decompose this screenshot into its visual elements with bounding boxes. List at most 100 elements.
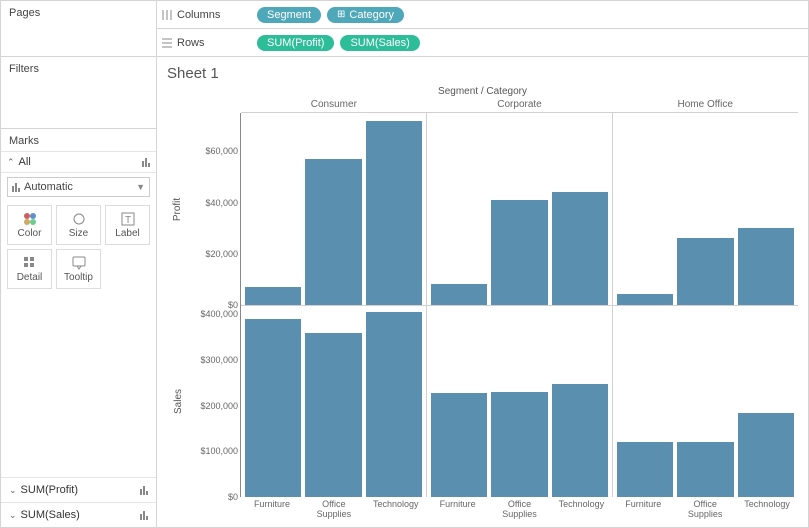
axis-tick: $20,000 — [205, 249, 238, 259]
bar[interactable] — [677, 442, 733, 498]
marks-measure-sales[interactable]: ⌄SUM(Sales) — [1, 502, 156, 527]
pill-sum-profit-[interactable]: SUM(Profit) — [257, 35, 334, 51]
segment-column — [613, 113, 798, 497]
marks-title: Marks — [1, 129, 156, 147]
mark-type-label: Automatic — [24, 181, 73, 193]
bar[interactable] — [738, 413, 794, 497]
columns-icon — [161, 9, 173, 21]
segment-column — [427, 113, 613, 497]
category-labels: FurnitureOfficeSuppliesTechnologyFurnitu… — [241, 497, 798, 523]
tooltip-icon — [72, 256, 86, 270]
axis-tick: $60,000 — [205, 146, 238, 156]
bar[interactable] — [617, 294, 673, 304]
bar[interactable] — [552, 384, 608, 497]
detail-card[interactable]: Detail — [7, 249, 52, 289]
y-axis-sales: $0$100,000$200,000$300,000$400,000 — [189, 305, 241, 497]
rows-pills: SUM(Profit) SUM(Sales) — [257, 35, 420, 51]
bar[interactable] — [305, 333, 361, 497]
bar[interactable] — [245, 319, 301, 497]
category-label: Technology — [550, 497, 612, 523]
detail-icon — [23, 256, 37, 270]
y-axis-titles: ProfitSales — [167, 113, 189, 497]
bar[interactable] — [366, 121, 422, 305]
chart-pane — [427, 113, 612, 305]
label-card[interactable]: T Label — [105, 205, 150, 245]
rows-shelf-label: Rows — [161, 37, 251, 49]
axis-tick: $0 — [228, 492, 238, 502]
segment-header: Home Office — [612, 97, 798, 113]
tooltip-card[interactable]: Tooltip — [56, 249, 101, 289]
column-header-top: Segment / Category — [167, 86, 798, 97]
chevron-down-icon: ▼ — [136, 182, 145, 192]
pill-sum-sales-[interactable]: SUM(Sales) — [340, 35, 419, 51]
pill-category[interactable]: ⊞Category — [327, 7, 404, 23]
category-label: Technology — [736, 497, 798, 523]
axis-tick: $400,000 — [200, 309, 238, 319]
chart-pane — [241, 113, 426, 305]
bar-chart-icon — [140, 486, 148, 495]
chart-pane — [613, 113, 798, 305]
filters-panel[interactable]: Filters — [1, 57, 156, 129]
axis-tick: $100,000 — [200, 446, 238, 456]
rows-icon — [161, 37, 173, 49]
chart-pane — [241, 305, 426, 498]
segment-column — [241, 113, 427, 497]
columns-shelf-label: Columns — [161, 9, 251, 21]
bar[interactable] — [491, 392, 547, 497]
y-axes: $0$20,000$40,000$60,000$0$100,000$200,00… — [189, 113, 241, 497]
marks-panel: Marks ⌃ All Automatic ▼ Color Size — [1, 129, 156, 527]
category-label: Technology — [365, 497, 427, 523]
color-icon — [23, 212, 37, 226]
svg-text:T: T — [124, 215, 130, 226]
chart-pane — [427, 305, 612, 498]
chart-wrap: ProfitSales $0$20,000$40,000$60,000$0$10… — [167, 113, 798, 497]
mark-type-dropdown[interactable]: Automatic ▼ — [7, 177, 150, 197]
segment-header: Consumer — [241, 97, 427, 113]
plot-columns — [241, 113, 798, 497]
chevron-down-icon: ⌄ — [9, 510, 17, 520]
bar[interactable] — [617, 442, 673, 497]
color-card[interactable]: Color — [7, 205, 52, 245]
filters-title: Filters — [9, 63, 148, 75]
marks-all-row[interactable]: ⌃ All — [1, 151, 156, 173]
marks-measure-profit[interactable]: ⌄SUM(Profit) — [1, 477, 156, 502]
marks-all-label: All — [19, 156, 31, 168]
category-label: Furniture — [241, 497, 303, 523]
axis-title-profit: Profit — [167, 113, 189, 305]
marks-card-grid: Color Size T Label — [1, 201, 156, 249]
bar-chart-icon — [142, 158, 150, 167]
pill-segment[interactable]: Segment — [257, 7, 321, 23]
worksheet-area: Columns Segment ⊞Category Rows SUM(Profit… — [157, 1, 808, 527]
category-label: OfficeSupplies — [303, 497, 365, 523]
bar[interactable] — [552, 192, 608, 304]
segment-header: Corporate — [427, 97, 613, 113]
axis-tick: $200,000 — [200, 401, 238, 411]
bar[interactable] — [738, 228, 794, 305]
pages-panel[interactable]: Pages — [1, 1, 156, 57]
chart-pane — [613, 305, 798, 498]
bar[interactable] — [305, 159, 361, 305]
bar[interactable] — [431, 284, 487, 304]
side-panels: Pages Filters Marks ⌃ All Automatic ▼ Col… — [1, 1, 157, 527]
bar[interactable] — [245, 287, 301, 305]
columns-shelf[interactable]: Columns Segment ⊞Category — [157, 1, 808, 29]
sheet-title[interactable]: Sheet 1 — [167, 65, 798, 82]
pages-title: Pages — [9, 7, 148, 19]
segment-headers: ConsumerCorporateHome Office — [241, 97, 798, 113]
app-root: Pages Filters Marks ⌃ All Automatic ▼ Col… — [0, 0, 809, 528]
category-label: Furniture — [427, 497, 489, 523]
caret-up-icon: ⌃ — [7, 157, 15, 167]
rows-shelf[interactable]: Rows SUM(Profit) SUM(Sales) — [157, 29, 808, 57]
bar[interactable] — [431, 393, 487, 497]
bar-chart-icon — [12, 183, 20, 192]
axis-tick: $40,000 — [205, 198, 238, 208]
bar-chart-icon — [140, 511, 148, 520]
category-label: OfficeSupplies — [489, 497, 551, 523]
size-card[interactable]: Size — [56, 205, 101, 245]
expand-icon: ⊞ — [337, 9, 345, 20]
marks-card-grid-2: Detail Tooltip — [1, 249, 156, 295]
bar[interactable] — [366, 312, 422, 497]
y-axis-profit: $0$20,000$40,000$60,000 — [189, 113, 241, 305]
bar[interactable] — [677, 238, 733, 304]
bar[interactable] — [491, 200, 547, 305]
